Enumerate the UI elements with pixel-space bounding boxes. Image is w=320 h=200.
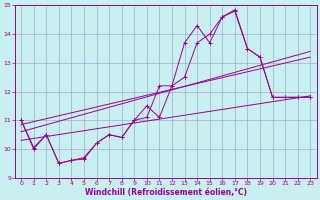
X-axis label: Windchill (Refroidissement éolien,°C): Windchill (Refroidissement éolien,°C) xyxy=(85,188,247,197)
